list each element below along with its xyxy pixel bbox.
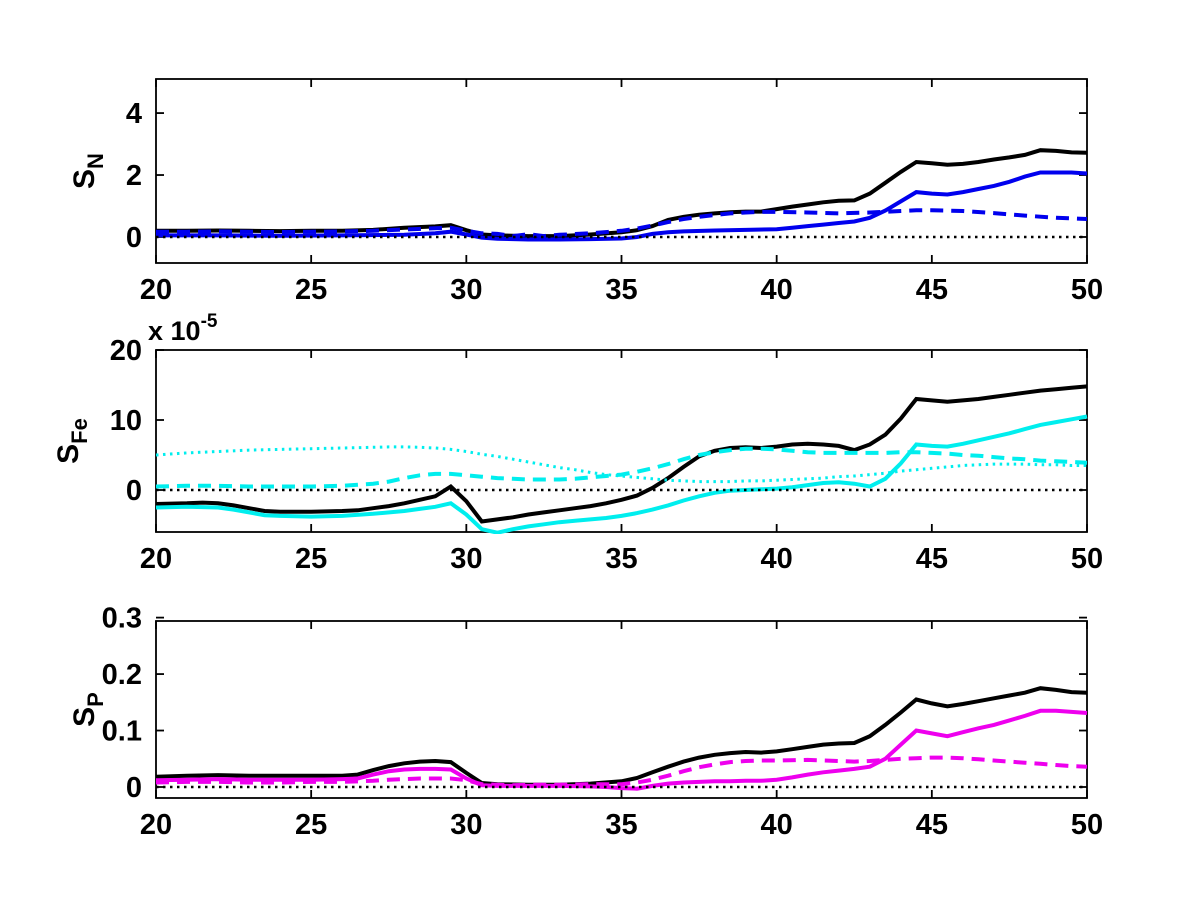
sp-series-magenta-dashed — [155, 755, 1088, 788]
sfe-x-tick-label: 30 — [450, 543, 482, 575]
sfe-x-tick-label: 40 — [761, 543, 793, 575]
sfe-ylabel: SFe — [52, 418, 92, 464]
sfe-x-tick-label: 50 — [1071, 543, 1103, 575]
sn-series-black-solid — [156, 148, 1088, 239]
sn-ylabel: SN — [68, 153, 108, 189]
sp-x-tick-label: 20 — [140, 809, 172, 841]
sp-series-magenta-solid — [155, 708, 1088, 791]
sp-x-tick-label: 25 — [295, 809, 327, 841]
sp-y-tick-label: 0.2 — [102, 659, 142, 691]
sp-ylabel: SP — [68, 692, 108, 727]
sp-y-tick-label: 0 — [126, 772, 142, 804]
sp-x-tick-label: 35 — [605, 809, 637, 841]
subplot-sp: 20 25 30 35 40 45 50 0 0.1 0.2 0.3 SP — [68, 603, 1103, 841]
sfe-axes-box — [155, 349, 1088, 533]
sn-y-tick-label: 2 — [126, 160, 142, 192]
sp-y-tick-label: 0.3 — [102, 603, 142, 635]
sp-y-tick-label: 0.1 — [102, 716, 142, 748]
sfe-y-tick-label: 20 — [110, 335, 142, 367]
sfe-x-tick-label: 20 — [140, 543, 172, 575]
sfe-series-cyan-solid — [155, 414, 1088, 534]
sfe-y-tick-label: 10 — [110, 405, 142, 437]
sp-axes-box — [155, 620, 1088, 799]
sn-x-tick-label: 40 — [761, 274, 793, 306]
sp-x-tick-label: 50 — [1071, 809, 1103, 841]
sfe-x-tick-label: 45 — [916, 543, 948, 575]
sn-x-tick-label: 35 — [605, 274, 637, 306]
sn-x-tick-label: 20 — [140, 274, 172, 306]
sp-series-black-solid — [155, 686, 1088, 787]
sn-y-tick-label: 4 — [126, 98, 142, 130]
sn-series-blue-solid — [156, 170, 1088, 242]
sn-x-tick-label: 45 — [916, 274, 948, 306]
sn-x-tick-label: 25 — [295, 274, 327, 306]
sfe-series-cyan-dotted — [155, 445, 1087, 484]
sfe-series-cyan-dashed — [155, 446, 1088, 489]
sfe-series-black-solid — [155, 384, 1088, 524]
sfe-x-tick-label: 35 — [605, 543, 637, 575]
sn-x-tick-label: 50 — [1071, 274, 1103, 306]
sfe-x-tick-label: 25 — [295, 543, 327, 575]
sp-x-tick-label: 45 — [916, 809, 948, 841]
subplot-sfe: 20 25 30 35 40 45 50 0 10 20 SFe x 10-5 — [52, 311, 1103, 575]
sn-y-tick-label: 0 — [126, 222, 142, 254]
sp-x-tick-label: 40 — [761, 809, 793, 841]
sfe-y-tick-label: 0 — [126, 475, 142, 507]
sfe-offset-label: x 10-5 — [148, 311, 218, 346]
sp-x-tick-label: 30 — [450, 809, 482, 841]
sn-x-tick-label: 30 — [450, 274, 482, 306]
subplot-sn: 20 25 30 35 40 45 50 0 2 4 SN — [68, 78, 1103, 306]
